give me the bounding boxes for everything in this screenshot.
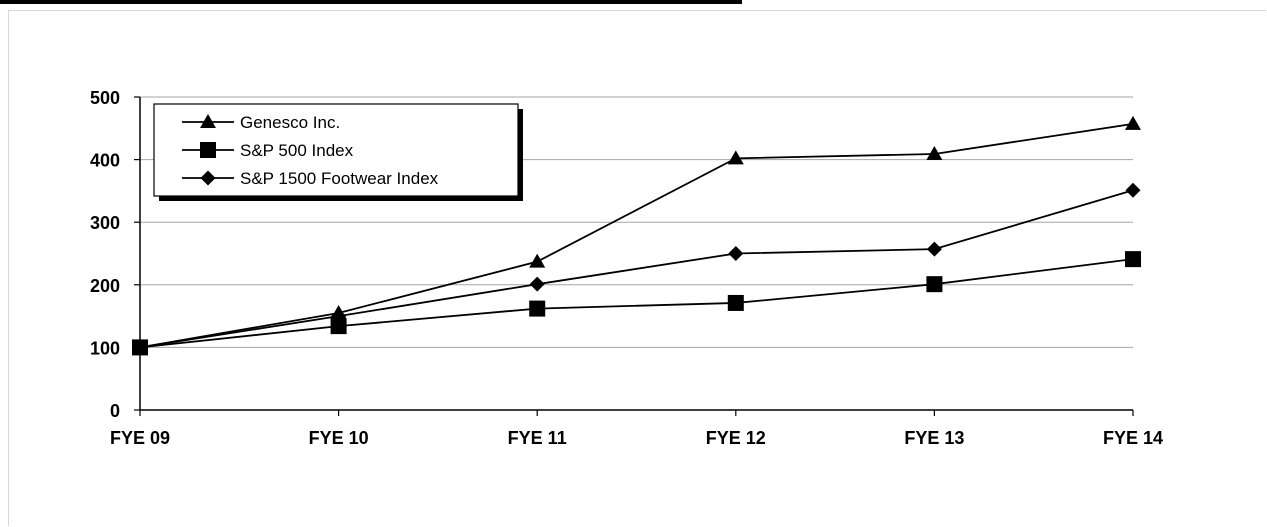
data-point-triangle <box>727 150 744 165</box>
legend-label: S&P 1500 Footwear Index <box>240 169 439 188</box>
chart-frame <box>8 10 1266 526</box>
series-line-diamond <box>139 189 1134 349</box>
legend-label: Genesco Inc. <box>240 113 340 132</box>
x-tick-label: FYE 14 <box>1103 428 1163 448</box>
y-tick-label: 0 <box>110 401 120 421</box>
data-point-triangle <box>926 145 943 160</box>
legend-label: S&P 500 Index <box>240 141 354 160</box>
y-tick-label: 300 <box>90 213 120 233</box>
data-point-square <box>529 300 546 317</box>
series-lines <box>132 115 1141 356</box>
data-point-diamond <box>529 276 545 292</box>
data-point-diamond <box>728 246 744 261</box>
x-tick-label: FYE 10 <box>309 428 369 448</box>
y-tick-label: 400 <box>90 151 120 171</box>
x-tick-label: FYE 11 <box>508 428 567 448</box>
x-tick-label: FYE 12 <box>706 428 766 448</box>
data-point-diamond <box>132 339 148 355</box>
data-point-triangle <box>529 253 546 268</box>
legend-marker-diamond <box>200 170 216 186</box>
data-point-diamond <box>331 308 347 324</box>
data-point-diamond <box>926 241 942 257</box>
legend: Genesco Inc. S&P 500 Index S&P 1500 Footwe… <box>153 103 523 201</box>
y-tick-label: 200 <box>90 276 120 296</box>
data-point-square <box>1125 251 1141 268</box>
data-point-square <box>926 276 943 293</box>
legend-marker-triangle <box>200 114 216 128</box>
data-point-diamond <box>1125 182 1141 198</box>
axes: 0 100 200 300 400 500 FYE 09 FYE 10 FYE 11 FYE 12… <box>90 88 1163 448</box>
series-line-triangle <box>139 123 1134 349</box>
series-line-square <box>139 258 1134 349</box>
top-rule <box>0 0 742 4</box>
y-tick-label: 100 <box>90 338 120 358</box>
legend-marker-square <box>200 142 216 158</box>
data-point-square <box>330 318 347 335</box>
x-tick-label: FYE 13 <box>904 428 964 448</box>
y-tick-label: 500 <box>90 88 120 108</box>
data-point-triangle <box>1125 115 1141 130</box>
x-tick-label: FYE 09 <box>110 428 170 448</box>
data-point-square <box>727 294 744 311</box>
